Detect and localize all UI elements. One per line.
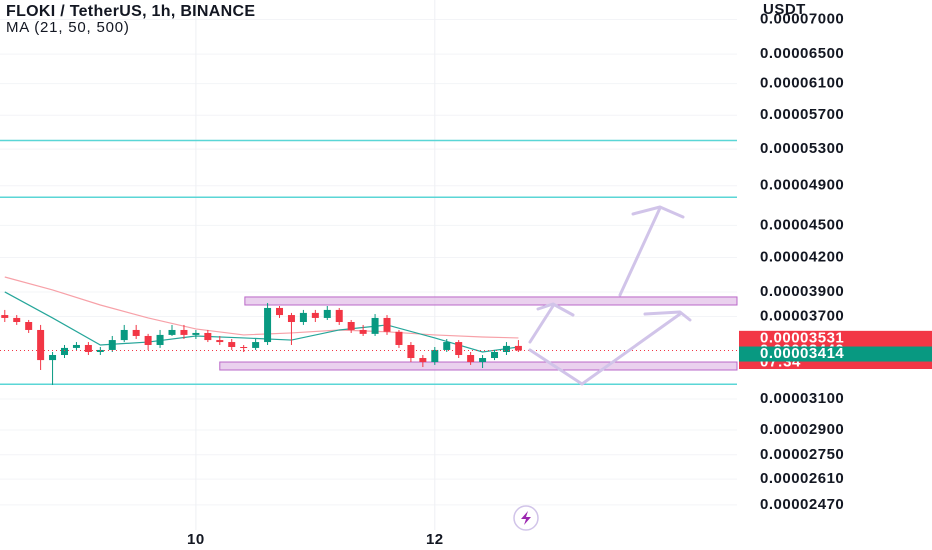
arrow — [528, 312, 682, 386]
y-tick-label: 0.00002900 — [760, 421, 844, 438]
candle-body — [491, 351, 499, 359]
arrow-head — [643, 310, 692, 322]
candle-body — [228, 342, 236, 347]
ma-line — [4, 276, 519, 339]
candle-body — [156, 334, 164, 345]
y-tick-label: 0.00004500 — [760, 216, 844, 233]
candle-body — [132, 329, 140, 336]
candle-body — [467, 354, 475, 363]
indicator-legend: MA (21, 50, 500) — [6, 19, 130, 36]
price-label-box — [739, 346, 932, 362]
y-tick-label: 0.00007000 — [760, 11, 844, 28]
y-tick-label: 0.00005300 — [760, 140, 844, 157]
candle-body — [49, 354, 57, 361]
y-tick-label: 0.00002750 — [760, 446, 844, 463]
candle-body — [323, 309, 331, 318]
candle-body — [383, 317, 391, 332]
candle-body — [240, 346, 248, 348]
candle-body — [37, 329, 45, 361]
candle-body — [13, 317, 21, 323]
candle-body — [72, 344, 80, 348]
y-tick-label: 0.00003100 — [760, 390, 844, 407]
candle-body — [335, 309, 343, 323]
candle-body — [168, 329, 176, 335]
y-tick-label: 0.00004200 — [760, 248, 844, 265]
y-tick-label: 0.00002610 — [760, 470, 844, 487]
y-tick-label: 0.00003700 — [760, 308, 844, 325]
price-label: 0.00003414 — [760, 345, 844, 362]
candle-body — [455, 342, 463, 355]
y-axis-label: USDT — [763, 1, 806, 18]
candle-body — [395, 331, 403, 345]
candle-body — [276, 307, 284, 316]
candle-body — [287, 315, 295, 323]
candle-body — [252, 342, 260, 348]
candle-body — [359, 329, 367, 334]
y-tick-label: 0.00006100 — [760, 75, 844, 92]
lightning-icon — [521, 511, 531, 525]
x-tick-label: 12 — [426, 531, 444, 548]
candle-body — [371, 317, 379, 334]
candle-body — [108, 340, 116, 350]
candle-body — [419, 358, 427, 363]
y-tick-label: 0.00002470 — [760, 496, 844, 513]
candle-body — [299, 312, 307, 323]
arrow — [528, 304, 555, 344]
candle-body — [347, 322, 355, 330]
arrow-head — [631, 205, 685, 219]
zone — [244, 296, 738, 306]
zone — [219, 361, 738, 371]
candle-body — [502, 345, 510, 352]
candle-body — [144, 335, 152, 345]
y-tick-label: 0.00003900 — [760, 283, 844, 300]
candle-body — [479, 358, 487, 363]
candle-body — [431, 349, 439, 363]
price-axis — [739, 0, 932, 550]
candle-body — [514, 345, 522, 351]
chart-title: FLOKI / TetherUS, 1h, BINANCE — [6, 3, 255, 20]
candle-body — [216, 340, 224, 343]
y-tick-label: 0.00005700 — [760, 106, 844, 123]
candle-body — [192, 332, 200, 335]
candle-body — [264, 307, 272, 343]
candle-body — [84, 344, 92, 352]
candle-body — [61, 347, 69, 355]
price-label-box — [739, 330, 932, 346]
candle-body — [204, 332, 212, 341]
candle-body — [311, 312, 319, 318]
candle-body — [443, 342, 451, 350]
arrow-drawings — [528, 205, 692, 386]
plot-area — [0, 0, 738, 530]
arrow-head — [536, 302, 575, 317]
price-label: 0.00003531 — [760, 329, 844, 346]
candle-body — [25, 322, 33, 330]
y-tick-label: 0.00006500 — [760, 45, 844, 62]
candle-body — [180, 329, 188, 335]
x-tick-label: 10 — [187, 531, 205, 548]
candle-body — [120, 329, 128, 341]
y-tick-label: 0.00004900 — [760, 177, 844, 194]
arrow — [618, 206, 662, 297]
candle-body — [407, 344, 415, 359]
candle-body — [1, 315, 9, 318]
